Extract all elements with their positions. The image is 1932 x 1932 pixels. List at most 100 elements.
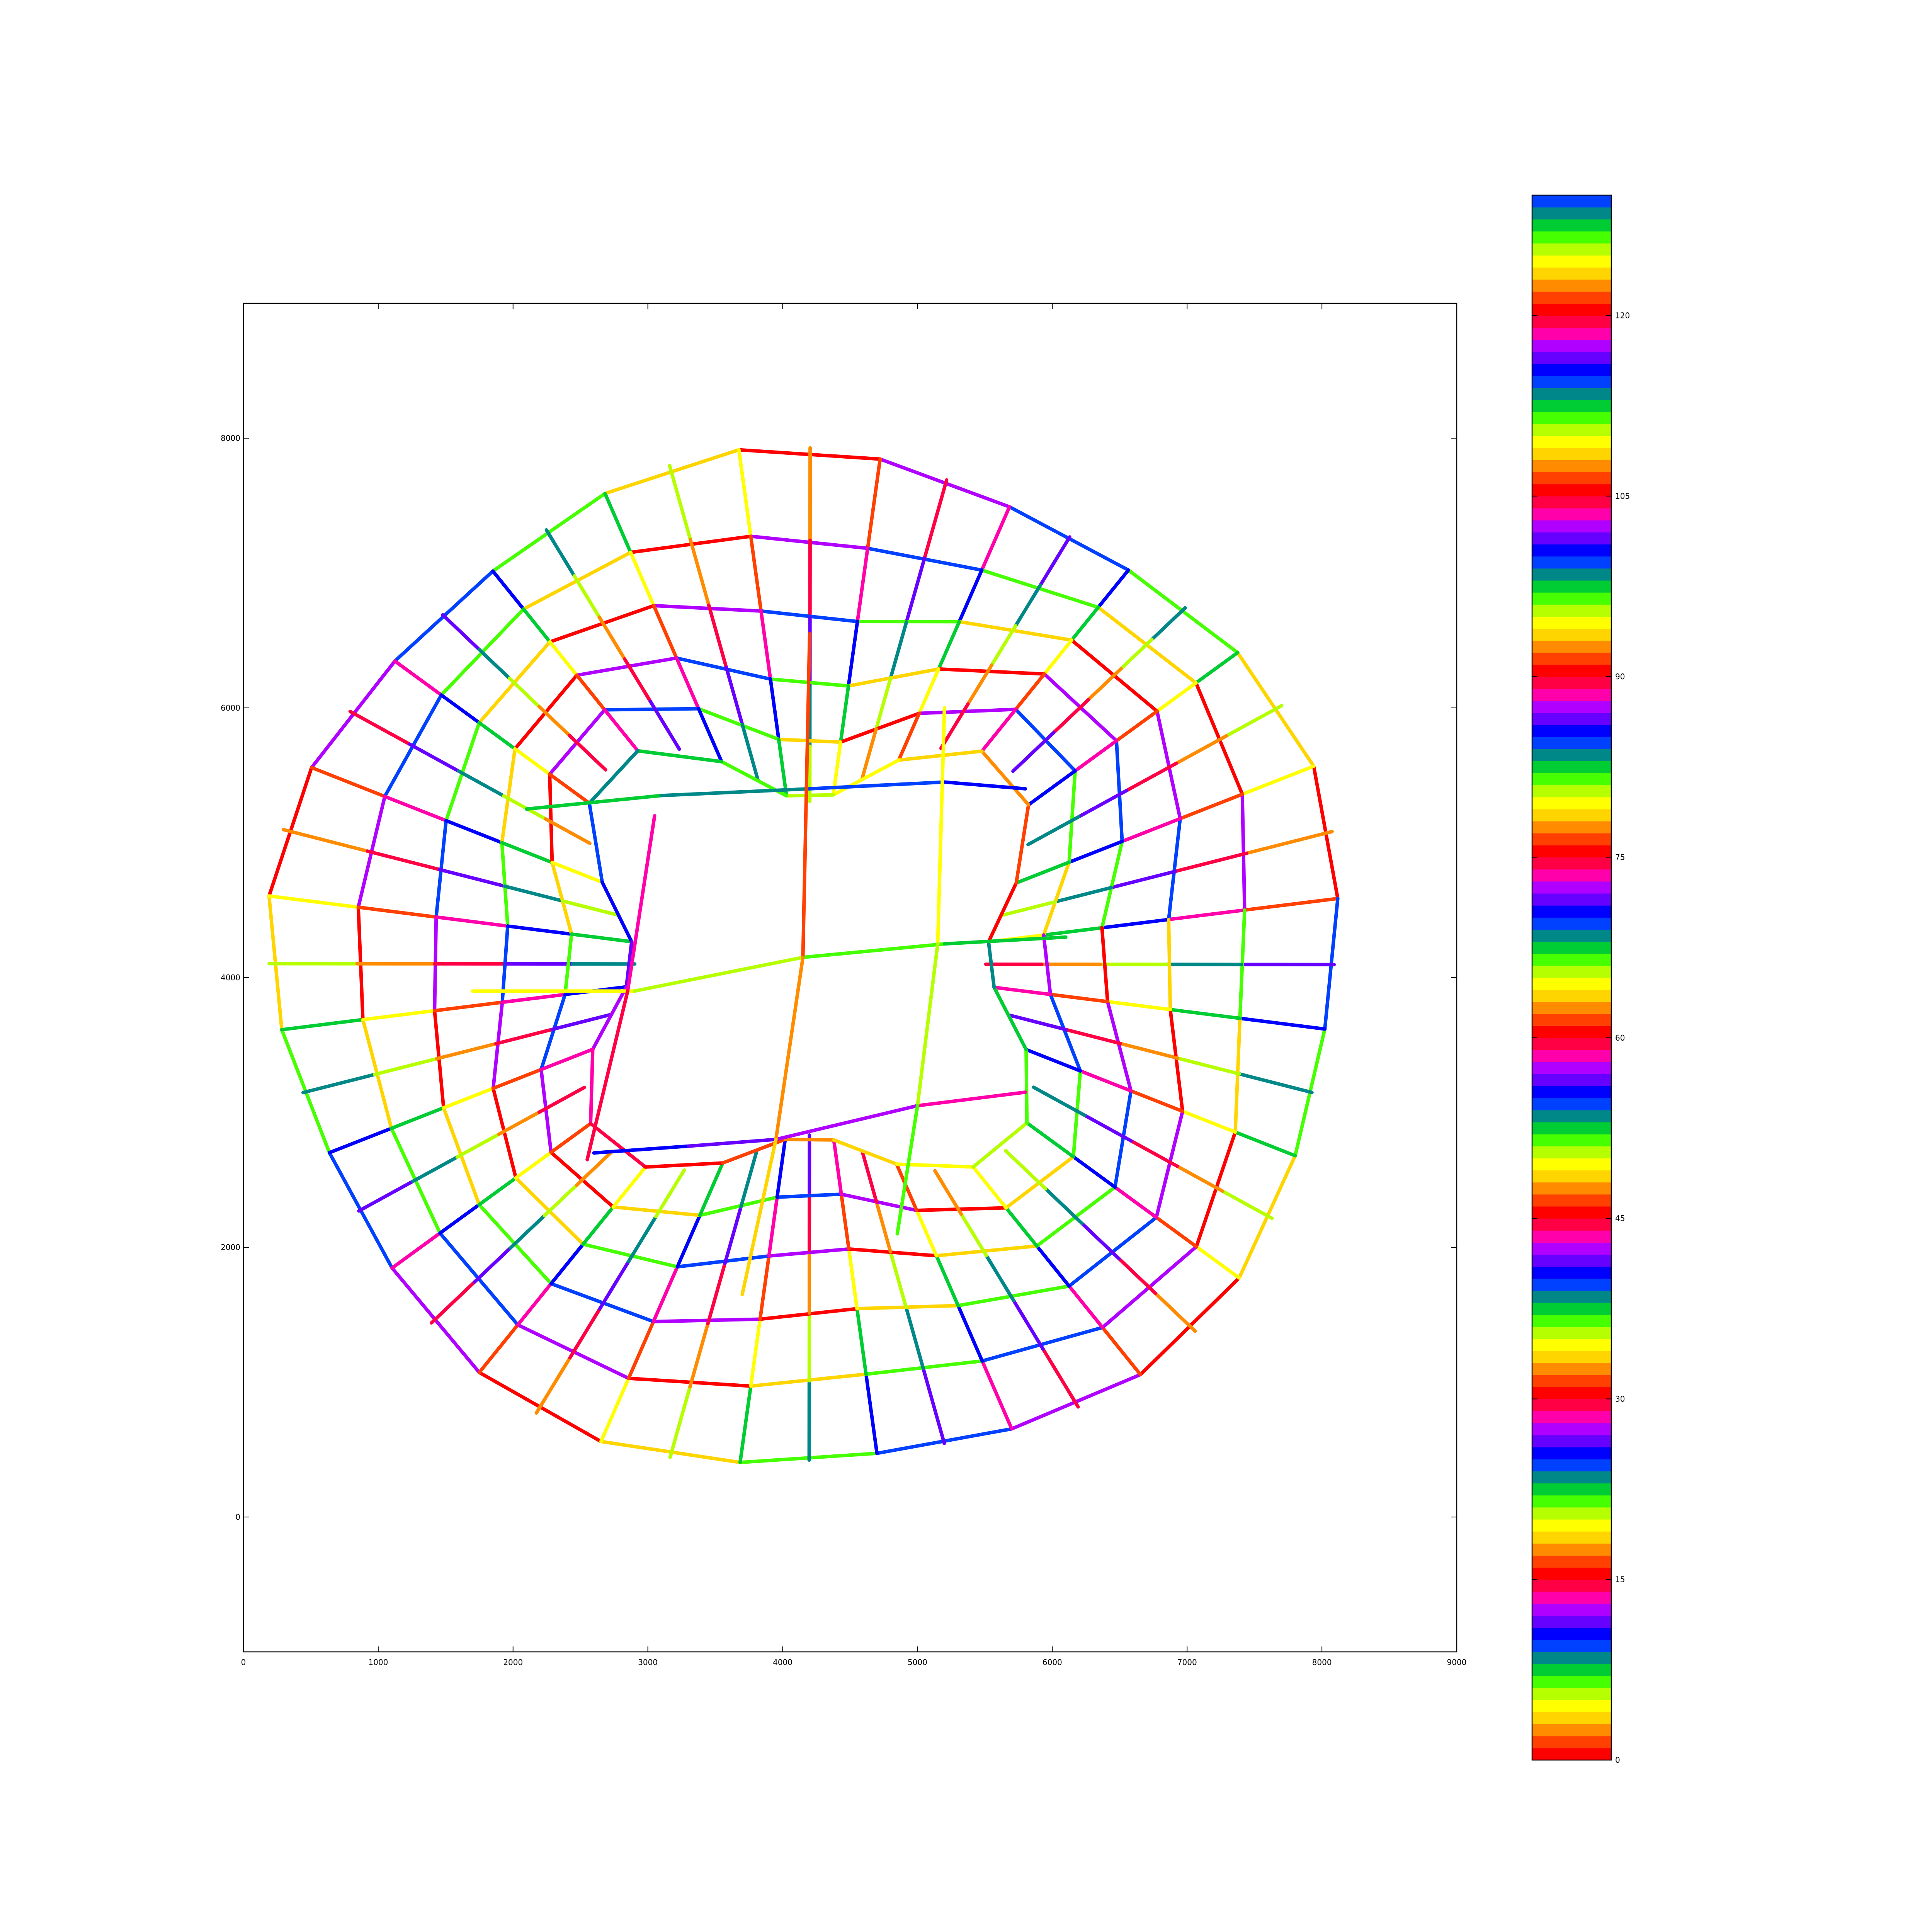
colorbar-tick-label: 15 [1615, 1575, 1625, 1584]
mesh-cross-edge [895, 1104, 919, 1236]
mesh-edge [439, 693, 481, 724]
mesh-edge [923, 478, 949, 560]
colorbar-band [1532, 1483, 1611, 1496]
mesh-edge [998, 900, 1056, 918]
mesh-edge [758, 1254, 771, 1321]
colorbar-band [1532, 1362, 1611, 1375]
colorbar-band [1532, 1194, 1611, 1207]
mesh-edge [1024, 1048, 1082, 1073]
colorbar-band [1532, 448, 1611, 460]
colorbar-band [1532, 279, 1611, 292]
colorbar-band [1532, 640, 1611, 653]
mesh-edge [839, 711, 921, 744]
colorbar-band [1532, 364, 1611, 376]
colorbar-band [1532, 1543, 1611, 1556]
mesh-edge [689, 537, 711, 607]
mesh-edge [839, 1192, 851, 1251]
colorbar-band [1532, 496, 1611, 509]
colorbar-band [1532, 243, 1611, 256]
mesh-edge [434, 915, 510, 928]
mesh-edge [411, 1155, 459, 1183]
colorbar-band [1532, 1086, 1611, 1099]
colorbar-band [1532, 833, 1611, 845]
mesh-edge [1067, 1284, 1104, 1329]
mesh-edge [627, 1320, 655, 1380]
mesh-cross-edge [942, 935, 1068, 946]
mesh-edge [544, 528, 576, 578]
mesh-edge [1153, 1291, 1197, 1333]
mesh-edge [550, 861, 604, 884]
mesh-edge [1078, 1069, 1133, 1093]
mesh-edge [548, 640, 579, 677]
mesh-edge [507, 676, 541, 709]
mesh-edge [589, 1048, 595, 1126]
mesh-edge [1129, 1089, 1184, 1113]
mesh-edge [611, 1205, 702, 1217]
mesh-cross-edge [592, 1144, 690, 1155]
mesh-edge [675, 1213, 702, 1269]
mesh-edge [651, 1317, 762, 1323]
colorbar-band [1532, 1242, 1611, 1255]
colorbar-band [1532, 761, 1611, 773]
mesh-edge [1155, 709, 1182, 821]
colorbar-band [1532, 869, 1611, 882]
mesh-edge [301, 1073, 377, 1095]
mesh-edge [698, 1161, 724, 1217]
x-tick-label: 2000 [503, 1658, 523, 1667]
mesh-edge [438, 1203, 481, 1235]
colorbar-band [1532, 604, 1611, 617]
mesh-edge [939, 702, 970, 750]
colorbar-band [1532, 821, 1611, 833]
mesh-edge [855, 1307, 868, 1376]
mesh-cross-edge [585, 989, 629, 1162]
mesh-edge [383, 794, 448, 823]
colorbar-band [1532, 423, 1611, 436]
mesh-edge [1012, 1299, 1045, 1351]
colorbar-band [1532, 1459, 1611, 1471]
colorbar-band [1532, 941, 1611, 954]
colorbar-band [1532, 1014, 1611, 1026]
colorbar-band [1532, 1002, 1611, 1014]
colorbar-band [1532, 893, 1611, 906]
mesh-cross-edge [660, 787, 811, 798]
mesh-edge [759, 609, 772, 681]
mesh-edge [767, 1247, 851, 1258]
mesh-edge [491, 569, 526, 611]
colorbar-band [1532, 231, 1611, 244]
mesh-edge [598, 1259, 631, 1311]
colorbar-band [1532, 291, 1611, 304]
x-axis-ticks: 0 1000 2000 3000 4000 5000 6000 7000 8000 9000 [241, 303, 1466, 1667]
colorbar-band [1532, 1736, 1611, 1748]
mesh-edge [549, 1122, 592, 1154]
mesh-edge [491, 1087, 518, 1180]
mesh-edge [1240, 793, 1247, 912]
colorbar-band [1532, 412, 1611, 424]
mesh-edge [831, 758, 901, 797]
mesh-edge [1181, 1109, 1237, 1134]
mesh-edge [917, 667, 940, 715]
mesh-edge [777, 738, 788, 798]
mesh-edge [1120, 817, 1182, 844]
mesh-edge [889, 1250, 908, 1309]
colorbar-band [1532, 255, 1611, 268]
mesh-cross-edge [774, 1104, 919, 1141]
mesh-edge [1042, 926, 1104, 937]
mesh-edge [539, 1068, 553, 1154]
y-tick-label: 4000 [221, 973, 240, 982]
colorbar-band [1532, 616, 1611, 629]
mesh-edge [783, 1138, 836, 1142]
mesh-edge [537, 705, 571, 737]
mesh-edge [980, 707, 1018, 753]
colorbar-band [1532, 1037, 1611, 1050]
mesh-edge [706, 1261, 727, 1326]
mesh-edge [724, 665, 744, 726]
mesh-edge [548, 772, 591, 805]
colorbar-band [1532, 1579, 1611, 1592]
mesh-edge [648, 699, 681, 751]
mesh-edge [597, 615, 627, 661]
mesh-edge [775, 1138, 787, 1199]
colorbar-band [1532, 1471, 1611, 1484]
mesh-edge [1175, 1164, 1225, 1193]
mesh-edge [897, 711, 921, 762]
